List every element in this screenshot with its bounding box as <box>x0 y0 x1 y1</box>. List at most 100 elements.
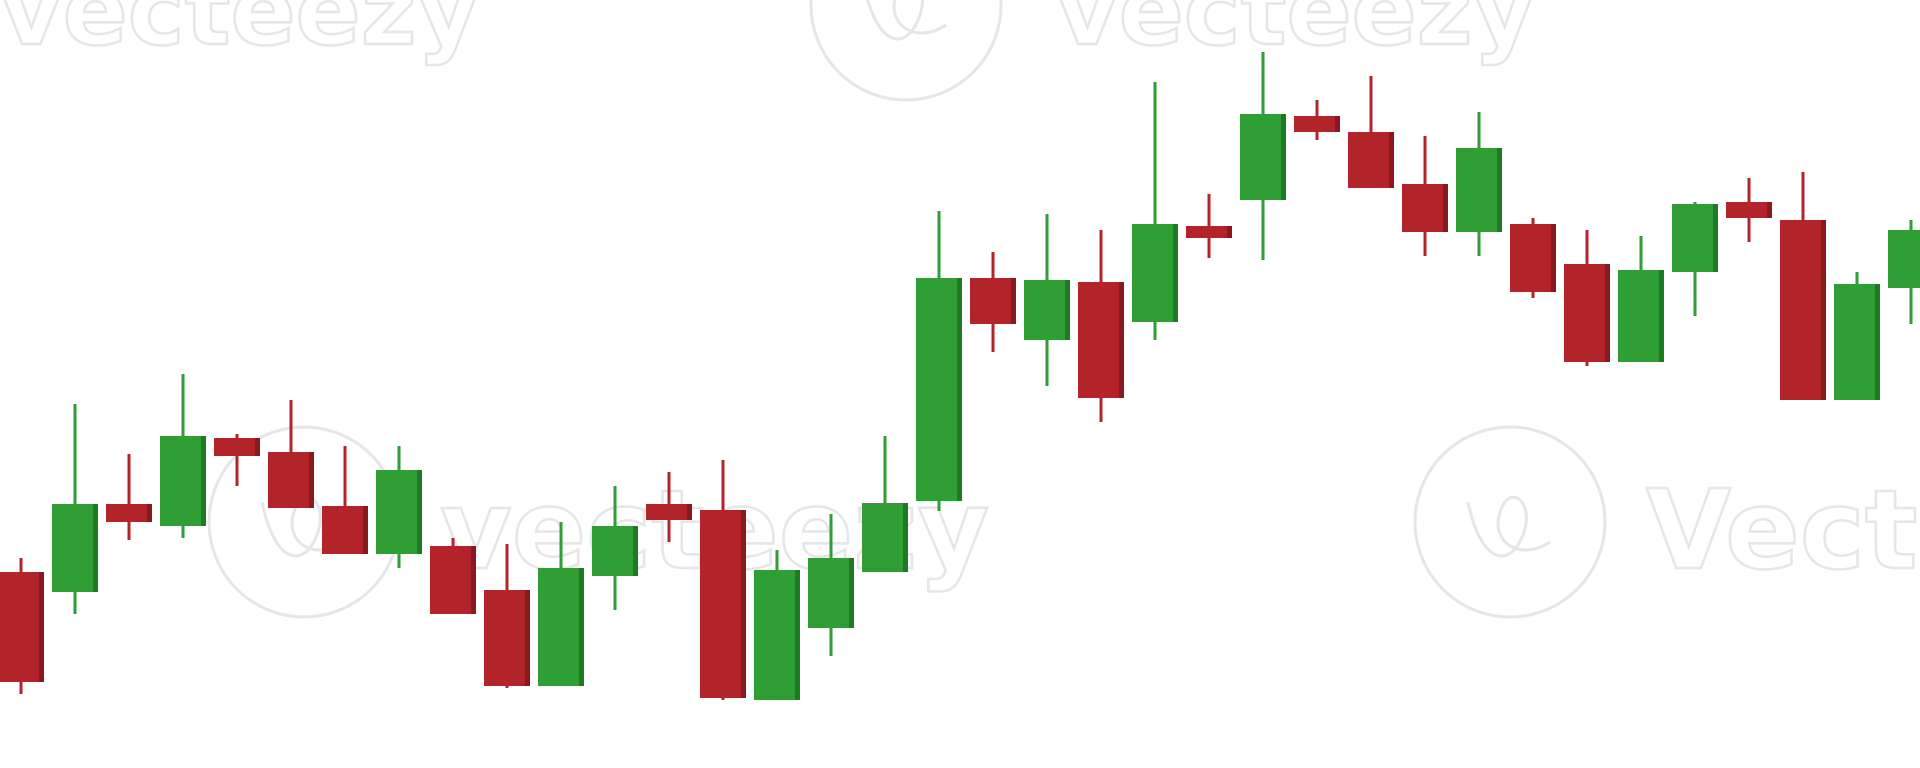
candle-bearish <box>322 446 368 554</box>
candle-body <box>538 568 579 686</box>
candle-body-side <box>417 470 422 554</box>
candle-body <box>916 278 957 501</box>
candle-bullish <box>538 522 584 686</box>
candle-body-side <box>1713 204 1718 272</box>
candle-bearish <box>646 472 692 542</box>
candle-bearish <box>1078 230 1124 422</box>
watermark-text-top-left: vecteezy <box>0 0 479 67</box>
candle-bearish <box>1564 230 1610 366</box>
candle-bullish <box>1672 202 1718 316</box>
watermark-logo-icon <box>809 0 1003 102</box>
candle-bearish <box>700 460 746 700</box>
candle-bearish <box>0 558 44 694</box>
candle-body <box>214 438 255 456</box>
candle-body <box>160 436 201 526</box>
candle-body <box>1132 224 1173 322</box>
candle-bearish <box>1348 76 1394 188</box>
candle-body <box>1888 230 1920 288</box>
candle-body-side <box>1767 202 1772 218</box>
candle-body-side <box>201 436 206 526</box>
candle-body-side <box>1065 280 1070 340</box>
candle-body-side <box>1443 184 1448 232</box>
candle-body <box>106 504 147 522</box>
candle-body <box>754 570 795 700</box>
candle-body-side <box>1875 284 1880 400</box>
candle-bearish <box>1294 100 1340 140</box>
candle-body <box>1726 202 1767 218</box>
candle-body <box>1348 132 1389 188</box>
candle-body-side <box>363 506 368 554</box>
candle-bullish <box>1456 112 1502 256</box>
candle-body <box>808 558 849 628</box>
candle-bearish <box>430 538 476 614</box>
candle-body <box>862 503 903 572</box>
candle-body-side <box>849 558 854 628</box>
candle-body-side <box>795 570 800 700</box>
candle-body-side <box>957 278 962 501</box>
candle-body <box>1024 280 1065 340</box>
candle-body-side <box>687 504 692 520</box>
candle-bullish <box>1240 52 1286 260</box>
candle-body-side <box>1497 148 1502 232</box>
candle-body <box>484 590 525 686</box>
candles-layer <box>0 52 1920 700</box>
candle-bullish <box>808 514 854 656</box>
candle-body <box>1672 204 1713 272</box>
candle-bullish <box>1834 272 1880 400</box>
candle-body-side <box>471 546 476 614</box>
candle-bearish <box>106 454 152 540</box>
candle-bullish <box>592 486 638 610</box>
candle-bearish <box>214 434 260 486</box>
candle-body <box>646 504 687 520</box>
candle-body-side <box>903 503 908 572</box>
candle-body-side <box>579 568 584 686</box>
candle-body-side <box>147 504 152 522</box>
candle-bullish <box>376 446 422 568</box>
candle-body-side <box>1011 278 1016 324</box>
candle-body <box>1240 114 1281 200</box>
candle-bearish <box>970 252 1016 352</box>
candle-bearish <box>1510 218 1556 298</box>
candle-body-side <box>1119 282 1124 398</box>
candle-bearish <box>484 544 530 688</box>
candle-body <box>1402 184 1443 232</box>
candle-body <box>1834 284 1875 400</box>
candle-body <box>52 504 93 592</box>
candle-body <box>1186 226 1227 238</box>
candle-body <box>1618 270 1659 362</box>
candle-body-side <box>1173 224 1178 322</box>
candle-body-side <box>741 510 746 698</box>
candle-bullish <box>1618 236 1664 362</box>
candle-body-side <box>1551 224 1556 292</box>
candle-bullish <box>916 211 962 511</box>
watermark-logo-icon <box>1413 425 1607 619</box>
watermark-text-right: Vecte <box>1646 466 1920 594</box>
candle-body-side <box>1605 264 1610 362</box>
candle-body-side <box>633 526 638 576</box>
candle-body <box>376 470 417 554</box>
candle-bullish <box>1132 82 1178 340</box>
candle-body-side <box>1659 270 1664 362</box>
candle-body <box>322 506 363 554</box>
candle-bearish <box>1726 178 1772 242</box>
candle-body-side <box>39 572 44 682</box>
candle-body-side <box>1335 116 1340 132</box>
candle-body <box>1510 224 1551 292</box>
candle-body <box>268 452 309 508</box>
watermark-text-top-right: vecteezy <box>1056 0 1535 67</box>
candle-bullish <box>1024 214 1070 386</box>
candle-bullish <box>754 550 800 700</box>
candle-bearish <box>1186 194 1232 258</box>
candle-body-side <box>1281 114 1286 200</box>
candle-bearish <box>1780 172 1826 400</box>
candle-body <box>592 526 633 576</box>
candle-body <box>1294 116 1335 132</box>
candle-bullish <box>1888 220 1920 324</box>
candle-body <box>1780 220 1821 400</box>
candle-body <box>970 278 1011 324</box>
candle-bullish <box>160 374 206 538</box>
candle-body <box>1456 148 1497 232</box>
candle-body-side <box>1821 220 1826 400</box>
